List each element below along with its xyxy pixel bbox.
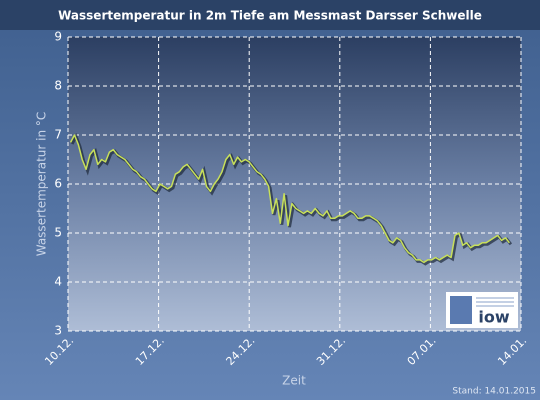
line — [69, 134, 510, 264]
x-axis-label: Zeit — [282, 374, 306, 388]
logo-text: iow — [478, 308, 509, 327]
y-tick-label: 3 — [54, 324, 62, 338]
y-tick-label: 9 — [54, 30, 62, 44]
title-bar — [0, 0, 540, 30]
logo: iow — [446, 292, 518, 328]
y-tick-label: 4 — [54, 275, 62, 289]
y-tick-label: 6 — [54, 177, 62, 191]
chart-title: Wassertemperatur in 2m Tiefe am Messmast… — [58, 9, 482, 23]
logo-mark — [450, 296, 472, 324]
y-tick-label: 8 — [54, 79, 62, 93]
y-tick-label: 5 — [54, 226, 62, 240]
y-axis-label: Wassertemperatur in °C — [35, 112, 49, 257]
footnote: Stand: 14.01.2015 — [452, 387, 536, 397]
y-tick-label: 7 — [54, 128, 62, 142]
